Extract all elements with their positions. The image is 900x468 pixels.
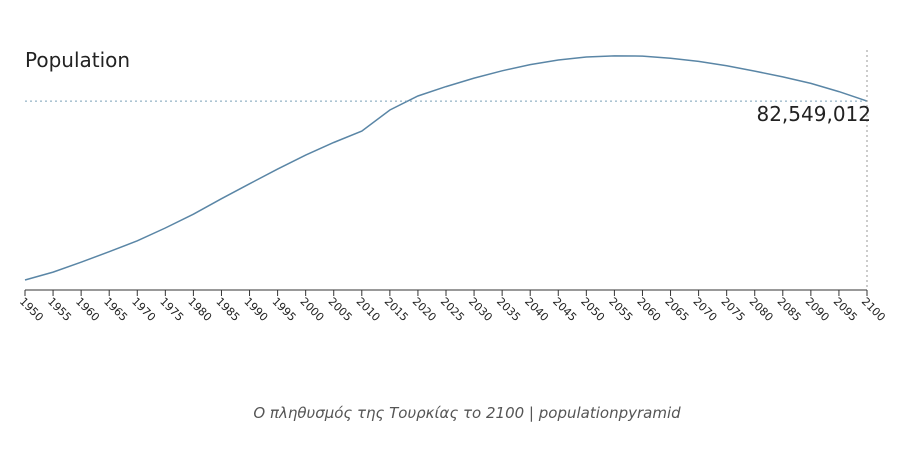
x-tick-label: 2080 (747, 295, 776, 324)
x-tick-label: 1950 (17, 295, 46, 324)
x-tick-label: 1960 (73, 295, 102, 324)
x-tick-label: 2045 (550, 295, 579, 324)
x-tick-label: 2095 (831, 295, 860, 324)
x-tick-label: 2035 (494, 295, 523, 324)
x-tick-label: 2040 (522, 295, 551, 324)
chart-title: Population (25, 48, 130, 72)
x-tick-label: 1985 (213, 295, 242, 324)
x-tick-label: 1955 (45, 295, 74, 324)
x-tick-label: 2085 (775, 295, 804, 324)
x-tick-label: 1975 (157, 295, 186, 324)
x-tick-label: 1990 (241, 295, 270, 324)
x-tick-label: 2065 (662, 295, 691, 324)
x-tick-label: 2010 (354, 295, 383, 324)
x-tick-label: 2100 (859, 295, 888, 324)
x-tick-label: 2020 (410, 295, 439, 324)
x-tick-label: 1980 (185, 295, 214, 324)
value-label: 82,549,012 (756, 102, 871, 126)
caption: Ο πληθυσμός της Τουρκίας το 2100 | popul… (253, 404, 681, 422)
x-tick-label: 2000 (298, 295, 327, 324)
x-tick-label: 2060 (634, 295, 663, 324)
x-tick-label: 2075 (719, 295, 748, 324)
x-tick-label: 2090 (803, 295, 832, 324)
x-tick-label: 2070 (690, 295, 719, 324)
x-tick-label: 1965 (101, 295, 130, 324)
x-tick-label: 2005 (326, 295, 355, 324)
x-tick-label: 2025 (438, 295, 467, 324)
x-tick-label: 1995 (269, 295, 298, 324)
x-tick-label: 2015 (382, 295, 411, 324)
x-tick-label: 1970 (129, 295, 158, 324)
x-tick-label: 2030 (466, 295, 495, 324)
population-line (24, 55, 868, 281)
x-tick-label: 2050 (578, 295, 607, 324)
x-tick-label: 2055 (606, 295, 635, 324)
